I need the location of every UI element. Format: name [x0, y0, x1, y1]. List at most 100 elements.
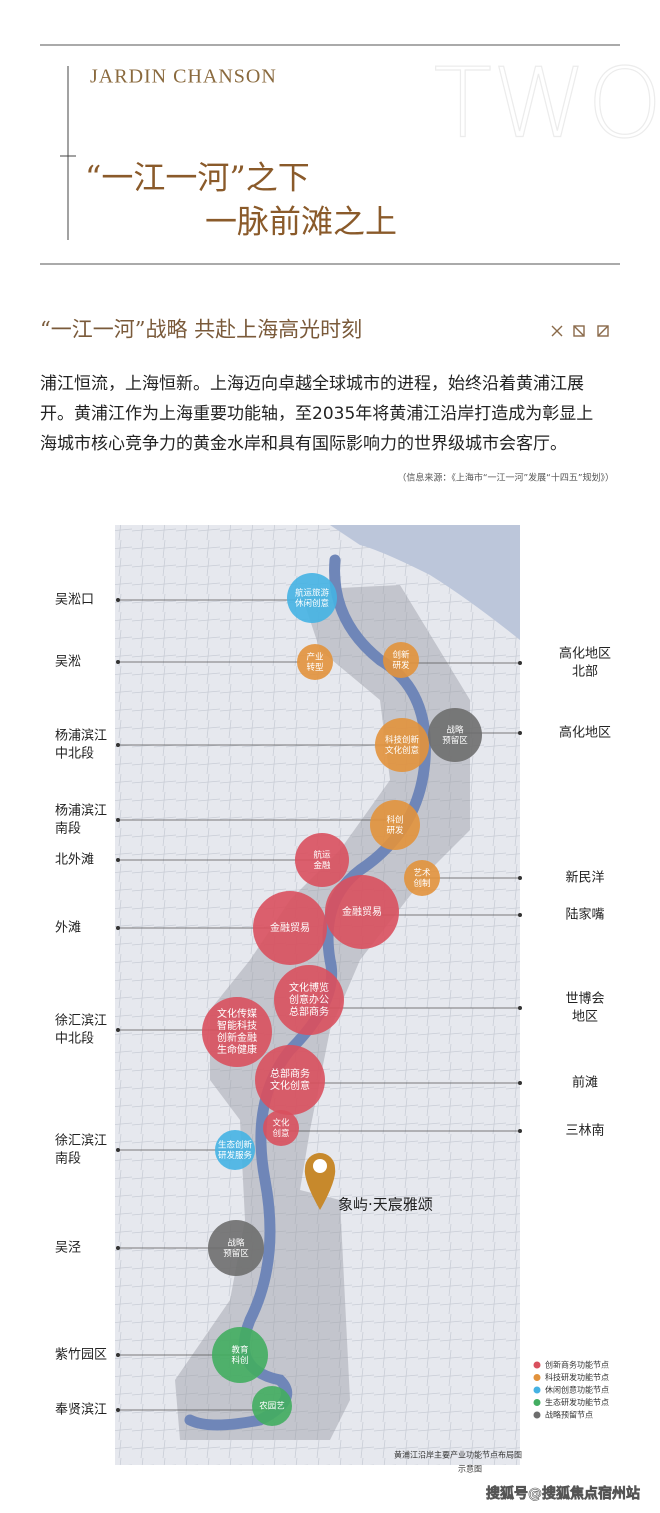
node-label: 文化创意 [385, 745, 419, 756]
leader-dot [518, 1006, 522, 1010]
node-label: 智能科技 [217, 1019, 257, 1032]
leader-dot [116, 858, 120, 862]
node [370, 800, 420, 850]
node-label: 航运旅游 [295, 587, 330, 598]
node-label: 预留区 [442, 735, 468, 746]
node [202, 997, 272, 1067]
node-label: 创制 [413, 878, 430, 889]
right-label: 新民洋 [565, 870, 604, 886]
left-label: 吴泾 [55, 1241, 81, 1256]
chapter-word: TWO [433, 47, 660, 159]
map-caption: 黄浦江沿岸主要产业功能节点布局图 [394, 1450, 522, 1460]
right-label: 三林南 [565, 1123, 604, 1139]
node [325, 875, 399, 949]
node-label: 金融贸易 [270, 921, 310, 934]
node-label: 总部商务 [270, 1067, 310, 1080]
paragraph: 浦江恒流，上海恒新。上海迈向卓越全球城市的进程，始终沿着黄浦江展开。黄浦江作为上… [40, 374, 593, 454]
leader-dot [116, 1246, 120, 1250]
node [253, 891, 327, 965]
left-label: 吴淞 [55, 655, 81, 670]
node [428, 708, 482, 762]
right-label: 地区 [572, 1010, 598, 1025]
node [212, 1327, 268, 1383]
paragraph-line: 海城市核心竞争力的黄金水岸和具有国际影响力的世界级城市会客厅。 [40, 434, 567, 454]
leader-dot [116, 1028, 120, 1032]
leader-dot [116, 660, 120, 664]
node [383, 642, 419, 678]
node [375, 718, 429, 772]
river [184, 554, 431, 1431]
leader-dot [116, 743, 120, 747]
leader-dot [518, 731, 522, 735]
left-label: 杨浦滨江 [55, 803, 107, 819]
watermark: 搜狐号@搜狐焦点宿州站 [486, 1485, 640, 1502]
node-label: 金融贸易 [342, 905, 382, 918]
node-label: 科技创新 [385, 734, 420, 745]
right-label: 陆家嘴 [565, 907, 604, 923]
leader-dot [116, 926, 120, 930]
leader-dot [518, 1081, 522, 1085]
node-label: 产业 [306, 651, 323, 662]
node [295, 833, 349, 887]
leaders [116, 598, 522, 1412]
right-label: 北部 [572, 665, 598, 680]
node-label: 教育 [231, 1344, 248, 1355]
paragraph-line: 开。黄浦江作为上海重要功能轴，至2035年将黄浦江沿岸打造成为彰显上 [40, 404, 593, 424]
node-label: 农园艺 [259, 1401, 285, 1412]
left-label: 徐汇滨江 [55, 1133, 107, 1149]
node-label: 科创 [386, 814, 403, 825]
leader-dot [518, 913, 522, 917]
legend-label: 休闲创意功能节点 [545, 1385, 609, 1395]
project-label: 象屿·天宸雅颂 [338, 1196, 433, 1214]
node-label: 总部商务 [289, 1005, 329, 1018]
left-label: 吴淞口 [55, 593, 94, 608]
node [404, 860, 440, 896]
node-label: 航运 [313, 849, 331, 860]
left-label: 徐汇滨江 [55, 1013, 107, 1029]
node-label: 预留区 [223, 1248, 249, 1259]
node [263, 1110, 299, 1146]
node-label: 创意办公 [289, 993, 329, 1006]
node-label: 创新 [392, 649, 410, 660]
node-label: 生态创新 [218, 1139, 253, 1150]
node [297, 644, 333, 680]
source-note: （信息来源：《上海市“一江一河”发展“十四五”规划》） [397, 472, 614, 484]
nodes: 航运旅游休闲创意产业转型创新研发战略预留区科技创新文化创意科创研发航运金融艺术创… [202, 573, 482, 1426]
right-label: 高化地区 [559, 725, 611, 741]
node-label: 研发服务 [218, 1150, 253, 1161]
leader-dot [116, 818, 120, 822]
node-label: 战略 [446, 724, 464, 735]
map: 航运旅游休闲创意产业转型创新研发战略预留区科技创新文化创意科创研发航运金融艺术创… [115, 525, 609, 1474]
legend-swatch [533, 1386, 541, 1394]
right-label: 高化地区 [559, 646, 611, 662]
project-pin [304, 1153, 336, 1210]
legend-swatch [533, 1411, 541, 1419]
left-label: 外滩 [55, 921, 81, 936]
node [208, 1220, 264, 1276]
node-label: 生命健康 [217, 1043, 257, 1056]
node [215, 1130, 255, 1170]
map-caption: 示意图 [458, 1464, 482, 1474]
node [255, 1045, 325, 1115]
node-label: 转型 [306, 662, 324, 673]
legend-label: 创新商务功能节点 [545, 1360, 609, 1370]
title-line: “一江一河”之下 [85, 159, 310, 197]
node-label: 休闲创意 [295, 598, 329, 609]
node-label: 文化博览 [289, 981, 329, 994]
node [252, 1386, 292, 1426]
leader-dot [116, 598, 120, 602]
leader-dot [116, 1408, 120, 1412]
node [274, 965, 344, 1035]
node-label: 科创 [231, 1355, 248, 1366]
legend-label: 生态研发功能节点 [545, 1397, 609, 1407]
left-label: 杨浦滨江 [55, 728, 107, 744]
left-label: 奉贤滨江 [55, 1402, 107, 1418]
left-label: 中北段 [55, 1032, 94, 1047]
node [287, 573, 337, 623]
node-label: 研发 [392, 660, 410, 671]
leader-dot [518, 661, 522, 665]
right-label: 世博会 [565, 992, 604, 1007]
leader-dot [116, 1148, 120, 1152]
